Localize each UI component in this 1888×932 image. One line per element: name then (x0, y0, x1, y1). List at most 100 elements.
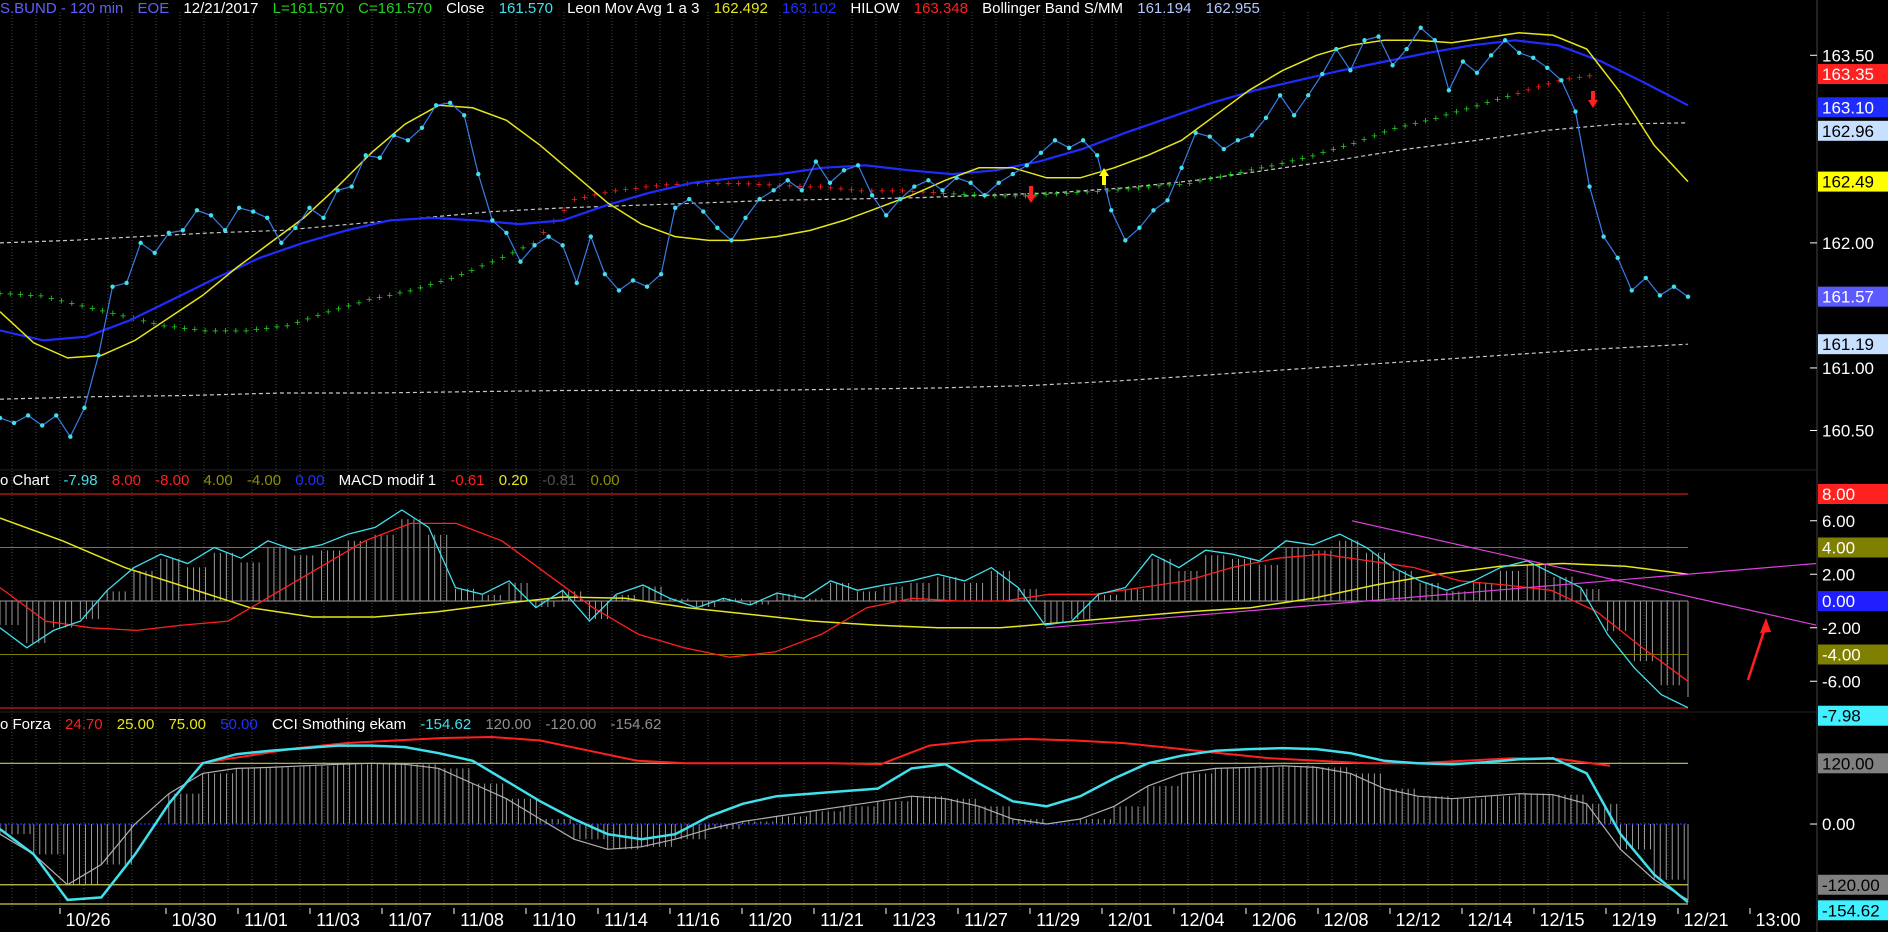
annotation-arrow-icon (1746, 624, 1768, 681)
close-point (1334, 46, 1339, 52)
bb-value-1: 161.194 (1137, 0, 1192, 17)
forza-v3: 75.00 (168, 716, 207, 733)
close-point (124, 280, 129, 286)
annotation-arrowhead-icon (1760, 618, 1771, 633)
hilow-marker: + (1535, 82, 1541, 94)
close-point (771, 188, 776, 193)
cci-axis-label: 0.00 (1822, 815, 1855, 834)
hilow-marker: + (1422, 115, 1428, 127)
close-point (785, 178, 790, 183)
hilow-marker: + (899, 185, 905, 197)
hilow-marker: + (469, 265, 475, 277)
hilow-marker: + (1074, 187, 1080, 199)
close-point (82, 405, 87, 411)
hilow-marker: + (756, 179, 762, 191)
close-point (1165, 198, 1170, 203)
price-axis-label: 161.00 (1822, 359, 1874, 378)
close-point (11, 420, 17, 426)
close-point (1474, 70, 1480, 75)
leon-blue-line (0, 39, 1689, 342)
hilow-marker: + (376, 292, 382, 304)
close-point (1488, 53, 1494, 58)
macd-axis-label: 6.00 (1822, 512, 1855, 531)
hilow-marker: + (1084, 187, 1090, 199)
macd-axis-tag-bg (1818, 705, 1888, 726)
close-point (1151, 208, 1156, 213)
hilow-marker: + (910, 186, 916, 198)
close-point (1601, 234, 1606, 239)
hilow-marker: + (869, 185, 875, 197)
macd-name: MACD modif 1 (338, 472, 437, 489)
macd-axis-label: -6.00 (1822, 672, 1861, 691)
time-axis-label: 11/21 (820, 910, 864, 930)
close-point (1545, 65, 1550, 70)
time-axis-label: 11/23 (892, 910, 936, 930)
hilow-marker: + (448, 273, 454, 285)
cci-axis-tag-bg (1818, 900, 1888, 921)
hilow-marker: + (1063, 188, 1069, 200)
bb-name: Bollinger Band S/MM (982, 0, 1124, 17)
time-axis-label: 11/08 (460, 910, 504, 930)
close-point (1207, 134, 1212, 139)
hilow-marker: + (1351, 138, 1357, 150)
close-point (1643, 275, 1649, 281)
cci-axis-tag: 120.00 (1822, 754, 1874, 773)
hilow-marker: + (489, 257, 495, 269)
close-point (363, 153, 368, 158)
hilow-marker: + (930, 187, 936, 199)
hilow-marker: + (1474, 100, 1480, 112)
close-point (518, 259, 523, 264)
time-axis-label: 12/08 (1323, 910, 1368, 930)
hilow-marker: + (1258, 163, 1264, 175)
macd-panel (0, 493, 1817, 709)
hilow-marker: + (1371, 130, 1377, 142)
hilow-marker: + (633, 183, 639, 195)
hilow-marker: + (1289, 155, 1295, 167)
hilow-marker: + (1361, 134, 1367, 146)
cci-c1: -154.62 (420, 716, 472, 733)
price-axis-label: 160.50 (1822, 421, 1874, 440)
hilow-marker: + (694, 178, 700, 190)
close-point (54, 413, 59, 418)
close-point (349, 184, 354, 189)
close-point (968, 180, 973, 186)
macd-m4: 0.00 (590, 472, 620, 489)
close-point (335, 188, 340, 193)
hilow-marker: + (202, 325, 208, 337)
close-point (1657, 293, 1663, 298)
hilow-marker: + (1330, 144, 1336, 156)
hilow-marker: + (0, 288, 3, 300)
close-point (926, 178, 931, 183)
close-point (1221, 146, 1227, 152)
close-point (391, 133, 397, 138)
hilow-marker: + (407, 285, 413, 297)
hilow-name: HILOW (850, 0, 900, 17)
hilow-marker: + (263, 323, 269, 335)
close-point (630, 278, 636, 283)
hilow-marker: + (787, 181, 793, 193)
close-point (644, 284, 650, 289)
leon-value-2: 163.102 (782, 0, 837, 17)
hilow-marker: + (1504, 91, 1510, 103)
hilow-marker: + (1545, 78, 1551, 90)
close-point (841, 168, 847, 173)
close-point (96, 353, 101, 358)
hilow-marker: + (1002, 190, 1008, 202)
hilow-marker: + (499, 252, 505, 264)
hilow-marker: + (438, 276, 444, 288)
hilow-marker: + (1412, 118, 1418, 130)
macd-axis-label: -2.00 (1822, 619, 1861, 638)
hilow-marker: + (612, 185, 618, 197)
hilow-marker: + (335, 304, 341, 316)
hilow-marker: + (622, 184, 628, 196)
hilow-marker: + (1166, 180, 1172, 192)
close-point (1235, 138, 1241, 143)
forza-v1: 24.70 (65, 716, 103, 733)
time-axis-label: 12/04 (1179, 910, 1224, 930)
hilow-marker: + (1228, 169, 1234, 181)
hilow-marker: + (1043, 189, 1049, 201)
close-point (1685, 294, 1691, 299)
forza-v4: 50.00 (220, 716, 258, 733)
close-point (884, 213, 889, 218)
